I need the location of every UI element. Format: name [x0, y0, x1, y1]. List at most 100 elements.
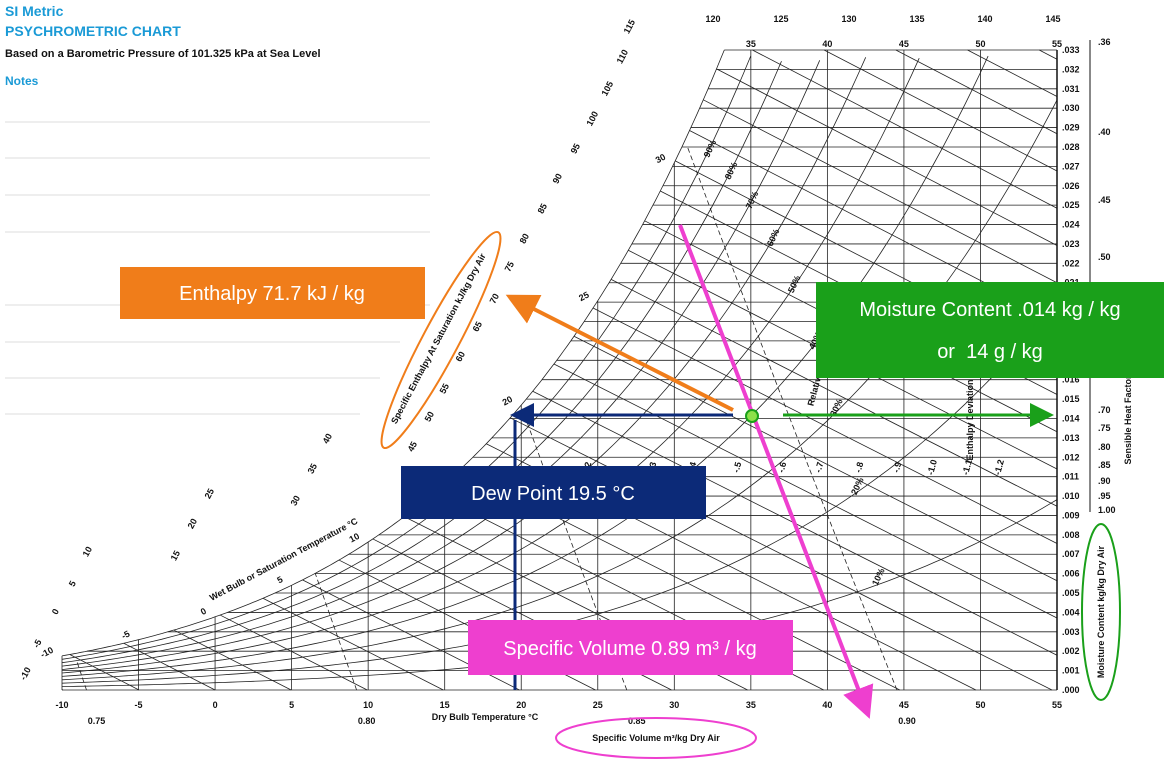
enthalpy-arrow [505, 294, 734, 412]
x-tick-label: 25 [593, 700, 603, 710]
volume-note: Specific Volume 0.89 m³ / kg [503, 638, 756, 660]
shf-label: Sensible Heat Factor [1123, 375, 1133, 465]
enthalpy-tick-label: 135 [909, 14, 924, 24]
y-tick-label: .022 [1062, 258, 1080, 268]
rh-curve [61, 60, 821, 667]
x-tick-label: 15 [440, 700, 450, 710]
dew-box [401, 466, 706, 519]
enthalpy-tick-label: 95 [569, 142, 583, 156]
y-tick-label: .015 [1062, 394, 1080, 404]
enthalpy-line [610, 279, 1058, 507]
enthalpy-tick-label: 15 [169, 549, 183, 563]
enthalpy-line [895, 49, 1058, 135]
enthalpy-tick-label: 35 [306, 462, 320, 476]
shf-tick-label: .75 [1098, 423, 1111, 433]
deviation-label: -.7 [813, 461, 825, 474]
deviation-label: -.5 [731, 461, 743, 474]
x-tick-label: 5 [289, 700, 294, 710]
rh-curve [61, 58, 920, 674]
y-tick-label: .031 [1062, 84, 1080, 94]
wet-bulb-label: 10 [348, 531, 362, 545]
enthalpy-note: Enthalpy 71.7 kJ / kg [179, 283, 365, 305]
pressure-note: Based on a Barometric Pressure of 101.32… [5, 48, 321, 60]
x-tick-label: 20 [516, 700, 526, 710]
shf-tick-label: .40 [1098, 127, 1111, 137]
shf-tick-label: .70 [1098, 405, 1111, 415]
enthalpy-tick-label: 0 [50, 607, 61, 616]
enthalpy-tick-label: 25 [203, 487, 217, 501]
y-tick-label: .006 [1062, 569, 1080, 579]
x-tick-label: 55 [1052, 700, 1062, 710]
shf-tick-label: .90 [1098, 476, 1111, 486]
top-tick-label: 50 [975, 39, 985, 49]
volume-line [76, 660, 87, 691]
y-tick-label: .033 [1062, 45, 1080, 55]
y-tick-label: .029 [1062, 123, 1080, 133]
enthalpy-tick-label: 125 [773, 14, 788, 24]
enthalpy-tick-label: 40 [321, 432, 335, 446]
enthalpy-tick-label: 20 [186, 517, 200, 531]
volume-box [468, 620, 793, 675]
enthalpy-line [553, 363, 1058, 619]
dew-note: Dew Point 19.5 °C [471, 483, 635, 505]
y-tick-label: .011 [1062, 472, 1079, 482]
top-tick-label: 55 [1052, 39, 1062, 49]
volume-label: Specific Volume m³/kg Dry Air [592, 733, 720, 743]
deviation-label: -.6 [776, 461, 788, 474]
rh-curve [61, 55, 752, 660]
deviation-label: -.9 [891, 461, 903, 474]
y-tick-label: .026 [1062, 181, 1080, 191]
wet-bulb-label: 30 [654, 152, 668, 166]
y-tick-label: .005 [1062, 588, 1080, 598]
enthalpy-tick-label: 50 [423, 410, 437, 424]
enthalpy-tick-label: 45 [406, 440, 420, 454]
x-tick-label: 45 [899, 700, 909, 710]
moisture-oval [1081, 523, 1121, 701]
x-tick-label: 35 [746, 700, 756, 710]
enthalpy-tick-label: 70 [488, 292, 502, 306]
moisture-note: Moisture Content .014 kg / kg [859, 299, 1120, 321]
y-tick-label: .028 [1062, 142, 1080, 152]
y-tick-label: .013 [1062, 433, 1080, 443]
enthalpy-tick-label: 90 [551, 172, 565, 186]
y-tick-label: .010 [1062, 491, 1080, 501]
enthalpy-line [219, 614, 368, 691]
shf-tick-label: .45 [1098, 195, 1111, 205]
y-tick-label: .003 [1062, 627, 1080, 637]
enthalpy-tick-label: 10 [81, 545, 95, 559]
y-tick-label: .024 [1062, 220, 1080, 230]
deviation-label: -1.0 [925, 458, 939, 476]
moisture-label: Moisture Content kg/kg Dry Air [1096, 545, 1106, 678]
wet-bulb-label: -5 [120, 629, 132, 642]
deviation-label: -.8 [853, 461, 865, 474]
deviation-label: Enthalpy Deviation [965, 379, 975, 460]
y-tick-label: .001 [1062, 666, 1080, 676]
subtitle: PSYCHROMETRIC CHART [5, 23, 181, 39]
y-tick-label: .008 [1062, 530, 1080, 540]
enthalpy-line [262, 597, 444, 691]
enthalpy-line [1039, 49, 1058, 60]
enthalpy-tick-label: 80 [518, 232, 532, 246]
x-tick-label: -5 [135, 700, 143, 710]
shf-tick-label: .85 [1098, 460, 1111, 470]
enthalpy-line [752, 49, 1058, 209]
y-tick-label: .023 [1062, 239, 1080, 249]
volume-tick-label: 0.75 [88, 716, 106, 726]
y-tick-label: .000 [1062, 685, 1080, 695]
enthalpy-line [592, 307, 1058, 544]
y-tick-label: .025 [1062, 200, 1080, 210]
enthalpy-tick-label: 85 [536, 202, 550, 216]
enthalpy-oval [380, 230, 502, 450]
enthalpy-tick-label: 120 [705, 14, 720, 24]
enthalpy-tick-label: 5 [67, 579, 78, 588]
enthalpy-line [69, 654, 140, 691]
top-tick-label: 40 [822, 39, 832, 49]
volume-tick-label: 0.80 [358, 716, 376, 726]
volume-oval [555, 717, 757, 759]
x-tick-label: 30 [669, 700, 679, 710]
shf-tick-label: .50 [1098, 252, 1111, 262]
y-tick-label: .004 [1062, 607, 1080, 617]
note-lines [5, 121, 430, 415]
wet-bulb-label: 5 [275, 574, 284, 585]
